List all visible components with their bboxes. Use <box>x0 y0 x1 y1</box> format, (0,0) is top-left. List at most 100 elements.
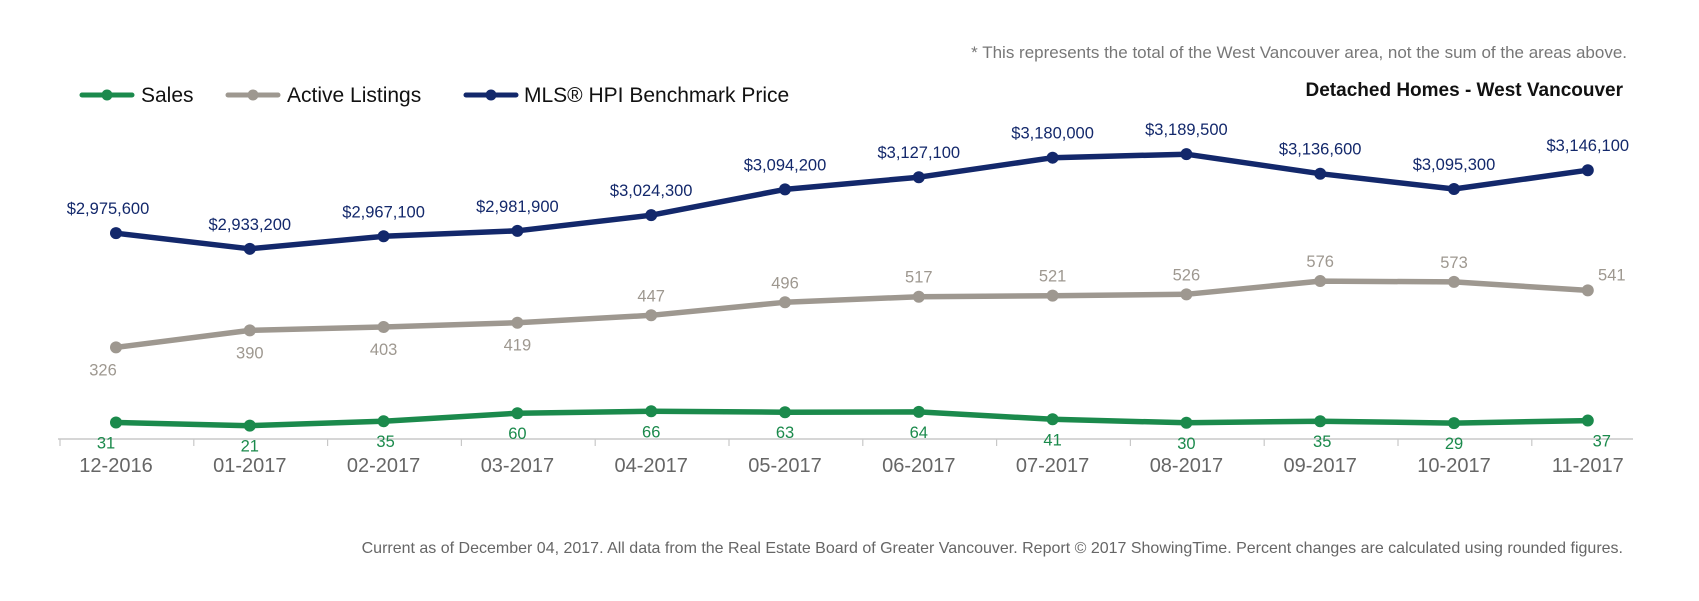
data-label-hpi-benchmark-price: $3,189,500 <box>1145 121 1228 139</box>
data-label-active-listings: 576 <box>1306 253 1334 271</box>
data-label-hpi-benchmark-price: $2,933,200 <box>209 216 292 234</box>
legend-label-hpi-benchmark-price: MLS® HPI Benchmark Price <box>524 84 789 107</box>
data-label-active-listings: 390 <box>236 344 264 362</box>
data-point-active-listings <box>912 290 925 303</box>
data-label-hpi-benchmark-price: $3,094,200 <box>744 156 827 174</box>
data-point-sales <box>377 415 390 428</box>
x-tick-label: 07-2017 <box>1016 455 1089 477</box>
data-label-hpi-benchmark-price: $3,136,600 <box>1279 141 1362 159</box>
legend-item-sales: Sales <box>79 84 194 107</box>
legend: Sales Active Listings MLS® HPI Benchmark… <box>79 84 789 107</box>
data-point-hpi-benchmark-price <box>1314 167 1327 180</box>
series-line-hpi-benchmark-price <box>113 151 1591 252</box>
data-point-active-listings <box>243 324 256 337</box>
data-point-hpi-benchmark-price <box>1046 151 1059 164</box>
legend-marker-active-listings <box>247 89 259 101</box>
data-point-active-listings <box>645 309 658 322</box>
data-label-active-listings: 447 <box>637 287 665 305</box>
data-label-active-listings: 573 <box>1440 254 1468 272</box>
data-label-sales: 31 <box>97 434 115 452</box>
data-point-active-listings <box>511 316 524 329</box>
data-label-sales: 37 <box>1593 433 1611 451</box>
data-label-sales: 64 <box>910 424 928 442</box>
data-point-sales <box>1581 414 1594 427</box>
data-label-sales: 35 <box>1313 433 1331 451</box>
data-point-hpi-benchmark-price <box>779 183 791 196</box>
data-label-sales: 60 <box>508 425 526 443</box>
data-label-sales: 41 <box>1043 431 1061 449</box>
data-point-hpi-benchmark-price <box>1180 148 1193 161</box>
data-point-sales <box>1314 415 1327 428</box>
data-point-sales <box>912 405 925 418</box>
data-label-active-listings: 517 <box>905 269 933 287</box>
legend-item-hpi-benchmark-price: MLS® HPI Benchmark Price <box>463 84 789 107</box>
data-point-hpi-benchmark-price <box>110 227 122 240</box>
data-label-hpi-benchmark-price: $3,146,100 <box>1547 137 1630 155</box>
data-point-sales <box>243 419 256 432</box>
data-point-sales <box>779 406 791 419</box>
data-label-sales: 30 <box>1177 435 1195 453</box>
data-label-sales: 29 <box>1445 435 1463 453</box>
data-point-active-listings <box>377 320 390 333</box>
data-point-sales <box>1448 417 1460 430</box>
chart-note: * This represents the total of the West … <box>971 43 1627 62</box>
chart-footer: Current as of December 04, 2017. All dat… <box>362 540 1623 557</box>
legend-marker-hpi-benchmark-price <box>485 89 497 101</box>
data-point-sales <box>110 416 122 429</box>
data-point-sales <box>1180 416 1193 429</box>
data-point-hpi-benchmark-price <box>511 224 524 237</box>
x-tick-label: 03-2017 <box>481 455 554 477</box>
data-label-hpi-benchmark-price: $3,127,100 <box>878 144 961 162</box>
data-label-active-listings: 541 <box>1598 266 1626 284</box>
x-tick-label: 01-2017 <box>213 455 286 477</box>
data-label-hpi-benchmark-price: $2,967,100 <box>342 203 425 221</box>
data-point-active-listings <box>110 341 122 354</box>
data-label-hpi-benchmark-price: $3,095,300 <box>1413 156 1496 174</box>
legend-item-active-listings: Active Listings <box>225 84 421 107</box>
data-label-sales: 35 <box>376 433 394 451</box>
data-point-hpi-benchmark-price <box>1448 182 1460 195</box>
data-label-active-listings: 419 <box>504 337 532 355</box>
x-tick-label: 10-2017 <box>1417 455 1490 477</box>
data-label-hpi-benchmark-price: $3,180,000 <box>1011 125 1094 143</box>
x-tick-label: 09-2017 <box>1283 455 1356 477</box>
data-point-sales <box>511 407 524 420</box>
data-point-active-listings <box>779 296 791 309</box>
data-point-active-listings <box>1581 284 1594 297</box>
x-tick-label: 05-2017 <box>748 455 821 477</box>
x-tick-label: 06-2017 <box>882 455 955 477</box>
plot-area: 12-2016 01-2017 02-2017 03-2017 04-2017 05-20… <box>58 121 1633 477</box>
data-point-hpi-benchmark-price <box>243 242 256 255</box>
data-label-active-listings: 496 <box>771 274 799 292</box>
data-point-sales <box>1046 413 1059 426</box>
legend-label-sales: Sales <box>141 84 194 107</box>
series-line-sales <box>113 408 1591 429</box>
data-point-active-listings <box>1448 275 1460 288</box>
series-line-active-listings <box>113 278 1591 351</box>
x-tick-label: 08-2017 <box>1150 455 1223 477</box>
data-point-active-listings <box>1046 289 1059 302</box>
x-tick-label: 04-2017 <box>614 455 687 477</box>
chart-title: Detached Homes - West Vancouver <box>1306 80 1624 101</box>
data-label-active-listings: 403 <box>370 341 398 359</box>
legend-label-active-listings: Active Listings <box>287 84 421 107</box>
x-tick-label: 11-2017 <box>1552 455 1624 477</box>
data-label-active-listings: 326 <box>89 361 117 379</box>
legend-marker-sales <box>101 89 113 101</box>
data-label-sales: 21 <box>241 438 259 456</box>
data-point-hpi-benchmark-price <box>645 209 658 222</box>
data-label-hpi-benchmark-price: $2,981,900 <box>476 198 559 216</box>
data-point-hpi-benchmark-price <box>912 171 925 184</box>
data-label-hpi-benchmark-price: $2,975,600 <box>67 200 150 218</box>
data-point-active-listings <box>1180 288 1193 301</box>
data-label-sales: 63 <box>776 424 794 442</box>
x-tick-label: 02-2017 <box>347 455 420 477</box>
data-label-hpi-benchmark-price: $3,024,300 <box>610 182 693 200</box>
x-tick-label: 12-2016 <box>79 455 152 477</box>
data-point-hpi-benchmark-price <box>377 230 390 243</box>
data-label-active-listings: 521 <box>1039 268 1067 286</box>
data-point-active-listings <box>1314 275 1327 288</box>
data-point-hpi-benchmark-price <box>1581 164 1594 177</box>
data-label-sales: 66 <box>642 423 660 441</box>
